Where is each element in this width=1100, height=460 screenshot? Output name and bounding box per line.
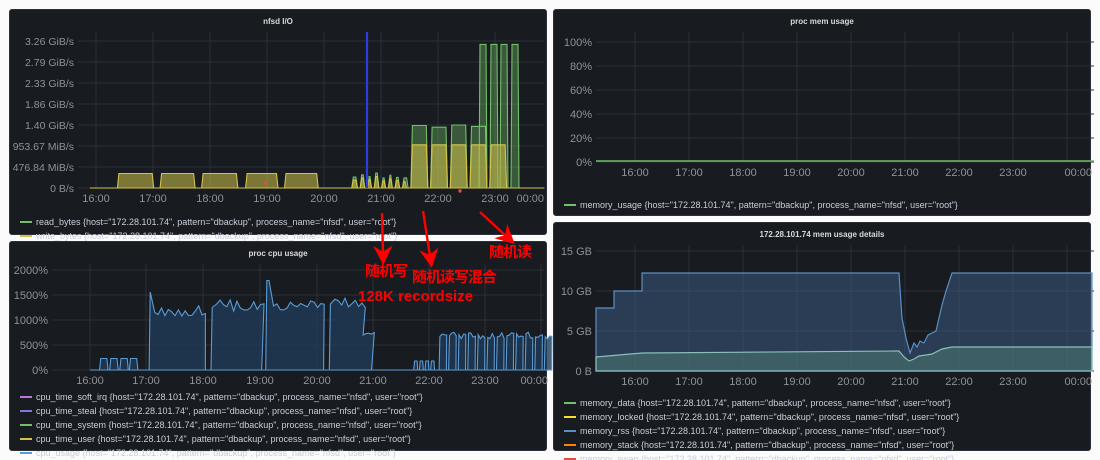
svg-text:0%: 0% [32,365,48,377]
svg-text:18:00: 18:00 [189,375,217,387]
svg-text:0 B: 0 B [575,366,592,378]
svg-text:23:00: 23:00 [471,375,499,387]
svg-text:20:00: 20:00 [837,376,865,388]
svg-text:21:00: 21:00 [891,376,919,388]
svg-text:0 B/s: 0 B/s [50,183,74,195]
svg-text:2.33 GiB/s: 2.33 GiB/s [25,78,74,90]
svg-text:19:00: 19:00 [783,376,811,388]
svg-text:2.79 GiB/s: 2.79 GiB/s [25,57,74,69]
svg-text:1.40 GiB/s: 1.40 GiB/s [25,120,74,132]
svg-text:00:00: 00:00 [1064,376,1092,388]
svg-text:21:00: 21:00 [891,167,919,179]
svg-text:20:00: 20:00 [310,193,338,205]
svg-text:17:00: 17:00 [132,375,160,387]
svg-text:00:00: 00:00 [516,193,544,205]
svg-text:2000%: 2000% [14,265,48,277]
svg-text:10 GB: 10 GB [561,286,592,298]
svg-text:19:00: 19:00 [783,167,811,179]
svg-text:18:00: 18:00 [196,193,224,205]
svg-text:23:00: 23:00 [999,167,1027,179]
svg-text:16:00: 16:00 [82,193,110,205]
svg-text:19:00: 19:00 [253,193,281,205]
svg-text:16:00: 16:00 [621,376,649,388]
svg-text:22:00: 22:00 [945,167,973,179]
svg-text:21:00: 21:00 [367,193,395,205]
svg-text:100%: 100% [564,37,592,49]
svg-text:22:00: 22:00 [945,376,973,388]
svg-text:5 GB: 5 GB [567,326,592,338]
svg-text:60%: 60% [570,85,592,97]
svg-text:17:00: 17:00 [139,193,167,205]
svg-text:17:00: 17:00 [675,376,703,388]
svg-text:17:00: 17:00 [675,167,703,179]
svg-text:1.86 GiB/s: 1.86 GiB/s [25,99,74,111]
svg-text:23:00: 23:00 [999,376,1027,388]
svg-text:18:00: 18:00 [729,376,757,388]
svg-text:18:00: 18:00 [729,167,757,179]
svg-text:500%: 500% [20,340,48,352]
svg-text:953.67 MiB/s: 953.67 MiB/s [13,141,74,153]
svg-text:15 GB: 15 GB [561,246,592,258]
svg-text:16:00: 16:00 [621,167,649,179]
svg-text:21:00: 21:00 [359,375,387,387]
svg-text:16:00: 16:00 [76,375,104,387]
svg-text:20:00: 20:00 [303,375,331,387]
svg-text:80%: 80% [570,61,592,73]
svg-text:23:00: 23:00 [481,193,509,205]
svg-text:1000%: 1000% [14,315,48,327]
svg-text:476.84 MiB/s: 476.84 MiB/s [13,162,74,174]
svg-text:20%: 20% [570,133,592,145]
svg-text:00:00: 00:00 [1064,167,1092,179]
svg-text:22:00: 22:00 [415,375,443,387]
svg-text:00:00: 00:00 [520,375,548,387]
svg-text:40%: 40% [570,109,592,121]
svg-text:20:00: 20:00 [837,167,865,179]
svg-text:3.26 GiB/s: 3.26 GiB/s [25,36,74,48]
svg-text:0%: 0% [576,157,592,169]
svg-text:1500%: 1500% [14,290,48,302]
svg-text:22:00: 22:00 [424,193,452,205]
svg-text:19:00: 19:00 [246,375,274,387]
